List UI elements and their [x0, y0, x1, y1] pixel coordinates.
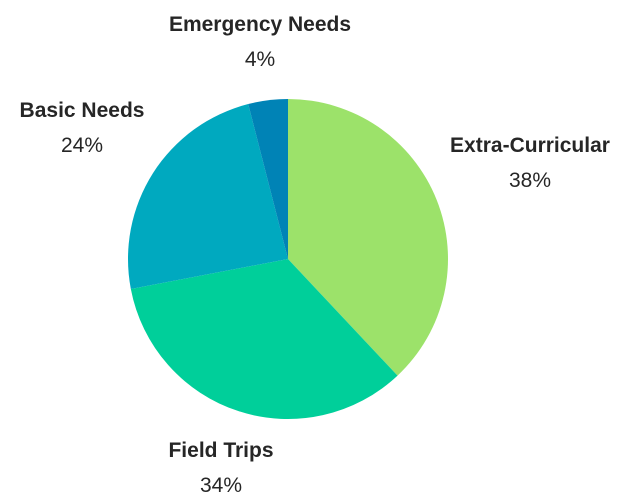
slice-value-field-trips: 34% [200, 474, 242, 493]
label-field-trips: Field Trips 34% [168, 439, 273, 493]
slice-label-field-trips: Field Trips [168, 439, 273, 462]
pie-slice-basic-needs [127, 104, 288, 289]
pie-slice-emergency-needs [248, 99, 288, 259]
slice-label-basic-needs: Basic Needs [20, 99, 145, 122]
label-extra-curricular: Extra-Curricular 38% [450, 134, 610, 192]
slice-value-extra-curricular: 38% [509, 169, 551, 192]
pie-slice-extra-curricular [288, 99, 448, 376]
slice-label-extra-curricular: Extra-Curricular [450, 134, 610, 157]
slice-value-emergency-needs: 4% [245, 48, 275, 71]
slice-label-emergency-needs: Emergency Needs [169, 13, 351, 36]
pie-slices [127, 99, 448, 420]
label-emergency-needs: Emergency Needs 4% [169, 13, 351, 71]
pie-slice-field-trips [130, 259, 398, 420]
label-basic-needs: Basic Needs 24% [20, 99, 145, 157]
slice-value-basic-needs: 24% [61, 134, 103, 157]
